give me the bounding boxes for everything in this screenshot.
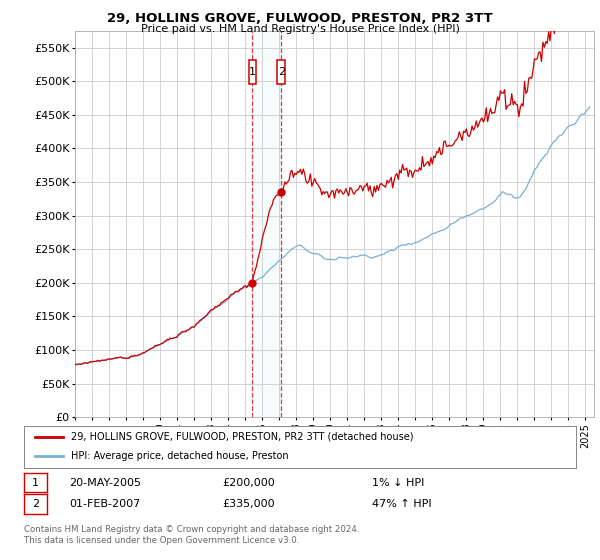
Text: 2: 2: [32, 499, 39, 509]
Text: 47% ↑ HPI: 47% ↑ HPI: [372, 499, 431, 509]
Text: 29, HOLLINS GROVE, FULWOOD, PRESTON, PR2 3TT: 29, HOLLINS GROVE, FULWOOD, PRESTON, PR2…: [107, 12, 493, 25]
Text: £200,000: £200,000: [222, 478, 275, 488]
Text: £335,000: £335,000: [222, 499, 275, 509]
Text: 1: 1: [32, 478, 39, 488]
Text: 20-MAY-2005: 20-MAY-2005: [69, 478, 141, 488]
FancyBboxPatch shape: [277, 60, 285, 84]
FancyBboxPatch shape: [248, 60, 256, 84]
Text: HPI: Average price, detached house, Preston: HPI: Average price, detached house, Pres…: [71, 451, 289, 461]
Text: 1% ↓ HPI: 1% ↓ HPI: [372, 478, 424, 488]
Text: 29, HOLLINS GROVE, FULWOOD, PRESTON, PR2 3TT (detached house): 29, HOLLINS GROVE, FULWOOD, PRESTON, PR2…: [71, 432, 413, 442]
Bar: [251, 31, 281, 417]
Text: 2: 2: [278, 67, 285, 77]
Text: 1: 1: [249, 67, 256, 77]
Text: 01-FEB-2007: 01-FEB-2007: [69, 499, 140, 509]
Text: Price paid vs. HM Land Registry's House Price Index (HPI): Price paid vs. HM Land Registry's House …: [140, 24, 460, 34]
Text: Contains HM Land Registry data © Crown copyright and database right 2024.
This d: Contains HM Land Registry data © Crown c…: [24, 525, 359, 545]
